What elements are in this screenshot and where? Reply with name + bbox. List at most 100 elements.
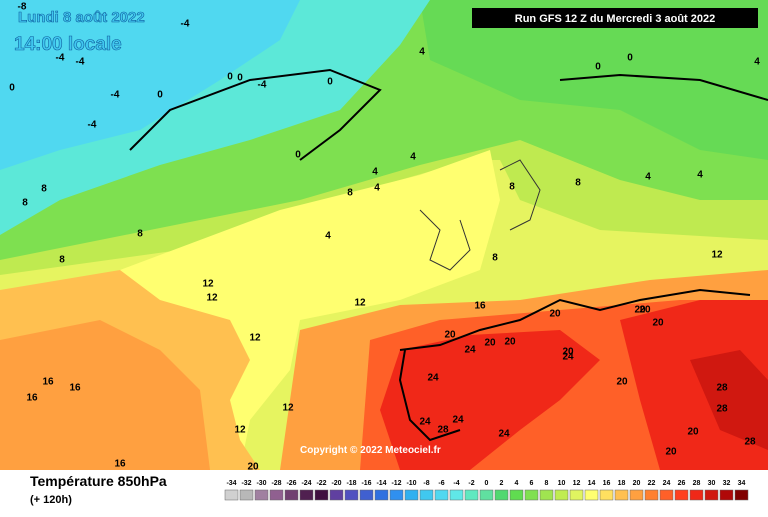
contour-label: -4 (88, 120, 97, 131)
contour-label: 20 (665, 447, 677, 458)
contour-label: 12 (354, 298, 366, 309)
legend-value: 4 (515, 480, 519, 487)
contour-label: 16 (69, 383, 81, 394)
legend-swatch (269, 489, 284, 501)
legend-swatch (224, 489, 239, 501)
legend-value: -32 (241, 480, 251, 487)
contour-label: 20 (634, 305, 646, 316)
legend-swatch (674, 489, 689, 501)
legend-swatch (344, 489, 359, 501)
run-box (472, 8, 758, 28)
contour-label: -8 (18, 2, 27, 13)
legend-swatch (659, 489, 674, 501)
contour-label: 20 (616, 377, 628, 388)
contour-label: 8 (22, 198, 28, 209)
contour-label: 12 (711, 250, 723, 261)
legend-swatch (494, 489, 509, 501)
legend-swatch (464, 489, 479, 501)
contour-label: -4 (111, 90, 120, 101)
contour-label: -4 (76, 57, 85, 68)
contour-label: 4 (325, 231, 331, 242)
legend-swatch (584, 489, 599, 501)
contour-label: 4 (410, 152, 416, 163)
legend-value: 6 (530, 480, 534, 487)
contour-label: 8 (492, 253, 498, 264)
legend-swatch (299, 489, 314, 501)
legend-value: 8 (545, 480, 549, 487)
band (690, 350, 768, 450)
legend-value: -18 (346, 480, 356, 487)
contour-label: 12 (202, 279, 214, 290)
legend-value: -12 (391, 480, 401, 487)
contour-label: 20 (484, 338, 496, 349)
contour-label: 8 (575, 178, 581, 189)
coastline (129, 68, 382, 161)
contour-label: 24 (452, 415, 464, 426)
band (380, 330, 600, 470)
legend-swatch (434, 489, 449, 501)
contour-label: -4 (258, 80, 267, 91)
legend-swatch (689, 489, 704, 501)
contour-label: 0 (327, 77, 333, 88)
contour-label: 16 (42, 377, 54, 388)
contour-label: 12 (234, 425, 246, 436)
contour-label: 16 (474, 301, 486, 312)
legend-value: -2 (468, 480, 474, 487)
legend-value: -8 (423, 480, 429, 487)
legend-value: 26 (678, 480, 686, 487)
band (0, 320, 210, 470)
legend-swatch (644, 489, 659, 501)
contour-label: -4 (56, 53, 65, 64)
forecast-time: 14:00 locale (14, 34, 122, 55)
contour-label: 0 (227, 72, 233, 83)
contour-label: 24 (464, 345, 476, 356)
contour-label: 24 (427, 373, 439, 384)
legend-value: -34 (226, 480, 236, 487)
contour-label: 8 (509, 182, 515, 193)
coastline (398, 349, 461, 442)
contour-label: 20 (652, 318, 664, 329)
contour-label: 20 (562, 347, 574, 358)
legend-value: 18 (618, 480, 626, 487)
legend-value: 10 (558, 480, 566, 487)
legend-swatch (629, 489, 644, 501)
legend-value: 16 (603, 480, 611, 487)
legend-value: 14 (588, 480, 596, 487)
contour-label: 20 (687, 427, 699, 438)
legend-swatch (314, 489, 329, 501)
contour-label: 20 (639, 305, 651, 316)
legend-swatch (254, 489, 269, 501)
legend-swatch (404, 489, 419, 501)
contour-label: 4 (697, 170, 703, 181)
contour-label: 28 (716, 404, 728, 415)
legend-swatch (329, 489, 344, 501)
legend-value: 34 (738, 480, 746, 487)
run-info: Run GFS 12 Z du Mercredi 3 août 2022 (515, 13, 716, 25)
legend-swatch (284, 489, 299, 501)
legend-value: -14 (376, 480, 386, 487)
coastline (399, 288, 751, 351)
contour-label: 28 (437, 425, 449, 436)
legend-swatch (719, 489, 734, 501)
legend-value: 28 (693, 480, 701, 487)
legend: -34 -32 -30 -28 -26 -24 -22 -20 -18 -16 -14 -12 -10-… (224, 480, 749, 501)
map (0, 0, 768, 470)
legend-value: -30 (256, 480, 266, 487)
contour-label: 8 (347, 188, 353, 199)
contour-label: 20 (549, 309, 561, 320)
contour-label: 12 (206, 293, 218, 304)
forecast-date: Lundi 8 août 2022 (18, 9, 145, 26)
legend-swatch (374, 489, 389, 501)
contour-label: 4 (645, 172, 651, 183)
legend-value: 12 (573, 480, 581, 487)
legend-swatch (359, 489, 374, 501)
coastline (419, 209, 471, 271)
legend-value: 20 (633, 480, 641, 487)
legend-swatch (539, 489, 554, 501)
contour-label: 0 (9, 83, 15, 94)
legend-value: -6 (438, 480, 444, 487)
legend-value: 22 (648, 480, 656, 487)
band (0, 0, 300, 170)
contour-label: 20 (247, 462, 259, 473)
legend-value: -24 (301, 480, 311, 487)
